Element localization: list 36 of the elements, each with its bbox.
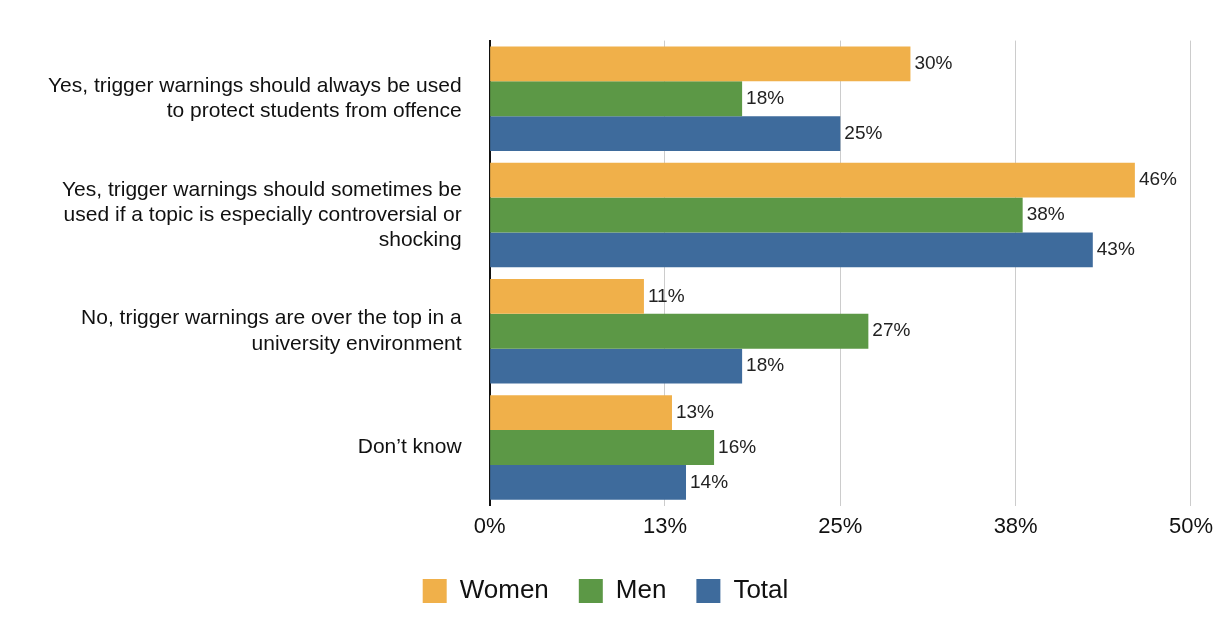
y-tick-label: No, trigger warnings are over the top in a university environment: [81, 305, 462, 354]
bar: [490, 46, 911, 82]
data-label: 30%: [914, 52, 953, 74]
x-tick-label: 38%: [993, 512, 1038, 538]
data-label: 43%: [1096, 238, 1135, 260]
y-tick-label: Yes, trigger warnings should sometimes be used if a topic is especially controversial or shocking: [62, 176, 462, 250]
data-label: 16%: [718, 435, 757, 457]
x-tick-label: 25%: [818, 512, 863, 538]
bar: [490, 162, 1135, 198]
bar: [490, 395, 672, 431]
bar: [490, 81, 743, 117]
bar: [490, 464, 687, 500]
data-label: 27%: [872, 319, 911, 341]
legend-label: Men: [615, 574, 667, 605]
data-label: 46%: [1138, 168, 1178, 190]
bar: [490, 430, 715, 465]
data-label: 14%: [690, 470, 729, 492]
legend-label: Women: [459, 574, 549, 605]
x-tick-label: 50%: [1168, 512, 1214, 538]
bar: [490, 197, 1023, 233]
data-label: 18%: [746, 354, 785, 376]
bar: [490, 348, 743, 384]
y-tick-label: Don’t know: [357, 434, 463, 458]
y-tick-label: Yes, trigger warnings should always be used to protect students from offence: [47, 72, 462, 122]
data-label: 13%: [675, 400, 715, 422]
legend-label: Total: [733, 574, 789, 605]
bar: [490, 278, 644, 314]
bar: [490, 232, 1093, 268]
x-tick-label: 13%: [642, 512, 687, 538]
data-label: 11%: [647, 284, 685, 306]
data-label: 18%: [746, 86, 785, 108]
data-label: 38%: [1026, 203, 1065, 225]
bar: [490, 313, 869, 349]
bar: [490, 116, 841, 152]
data-label: 25%: [844, 121, 883, 143]
x-tick-label: 0%: [473, 512, 506, 538]
